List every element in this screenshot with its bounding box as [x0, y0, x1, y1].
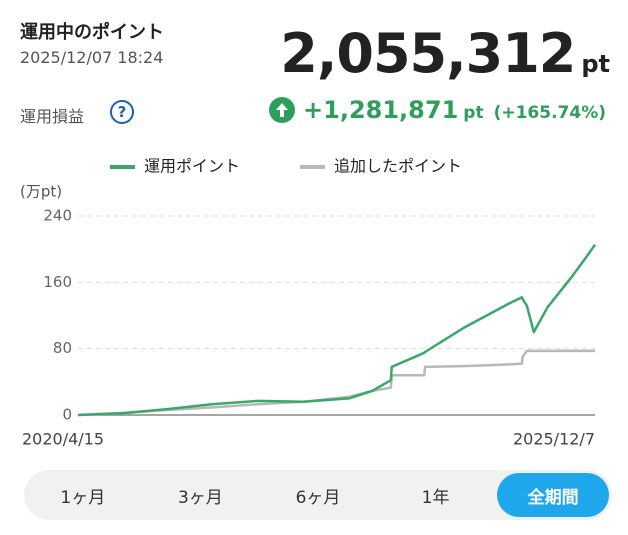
chart: (万pt) 0 80 160 240 2020/4/15 2025/12/7 運用ポイント 追…	[20, 157, 597, 449]
y-tick-label: 80	[53, 339, 72, 357]
x-tick-label: 2020/4/15	[22, 430, 104, 449]
period-tabs: 1ヶ月 3ヶ月 6ヶ月 1年 全期間	[24, 470, 612, 520]
legend-label: 運用ポイント	[144, 157, 240, 176]
timestamp: 2025/12/07 18:24	[20, 48, 164, 67]
total-unit: pt	[581, 50, 610, 78]
series-line	[77, 349, 595, 417]
period-tab[interactable]: 1ヶ月	[60, 487, 106, 508]
period-tab[interactable]: 1年	[421, 487, 450, 508]
y-axis-label: (万pt)	[20, 183, 62, 201]
total-row: 2,055,312 pt	[280, 22, 610, 85]
period-tab[interactable]: 6ヶ月	[295, 487, 341, 508]
profit: +1,281,871	[303, 96, 459, 124]
period-tab[interactable]: 全期間	[497, 473, 609, 517]
period-tab[interactable]: 3ヶ月	[177, 487, 223, 508]
title: 運用中のポイント	[20, 22, 164, 43]
x-tick-label: 2025/12/7	[513, 430, 595, 449]
profit-row: +1,281,871 pt (+165.74%)	[269, 96, 606, 124]
y-tick-label: 160	[43, 273, 72, 291]
series-line	[77, 243, 597, 417]
legend-label: 追加したポイント	[334, 157, 462, 176]
profit-label: 運用損益	[20, 107, 85, 126]
total: 2,055,312	[280, 22, 576, 85]
y-tick-label: 240	[43, 207, 72, 225]
y-tick-label: 0	[62, 406, 72, 424]
up-icon	[269, 97, 296, 123]
profit-rate: (+165.74%)	[493, 103, 606, 123]
help-icon[interactable]: ?	[110, 100, 134, 124]
profit-unit: pt	[463, 103, 484, 123]
